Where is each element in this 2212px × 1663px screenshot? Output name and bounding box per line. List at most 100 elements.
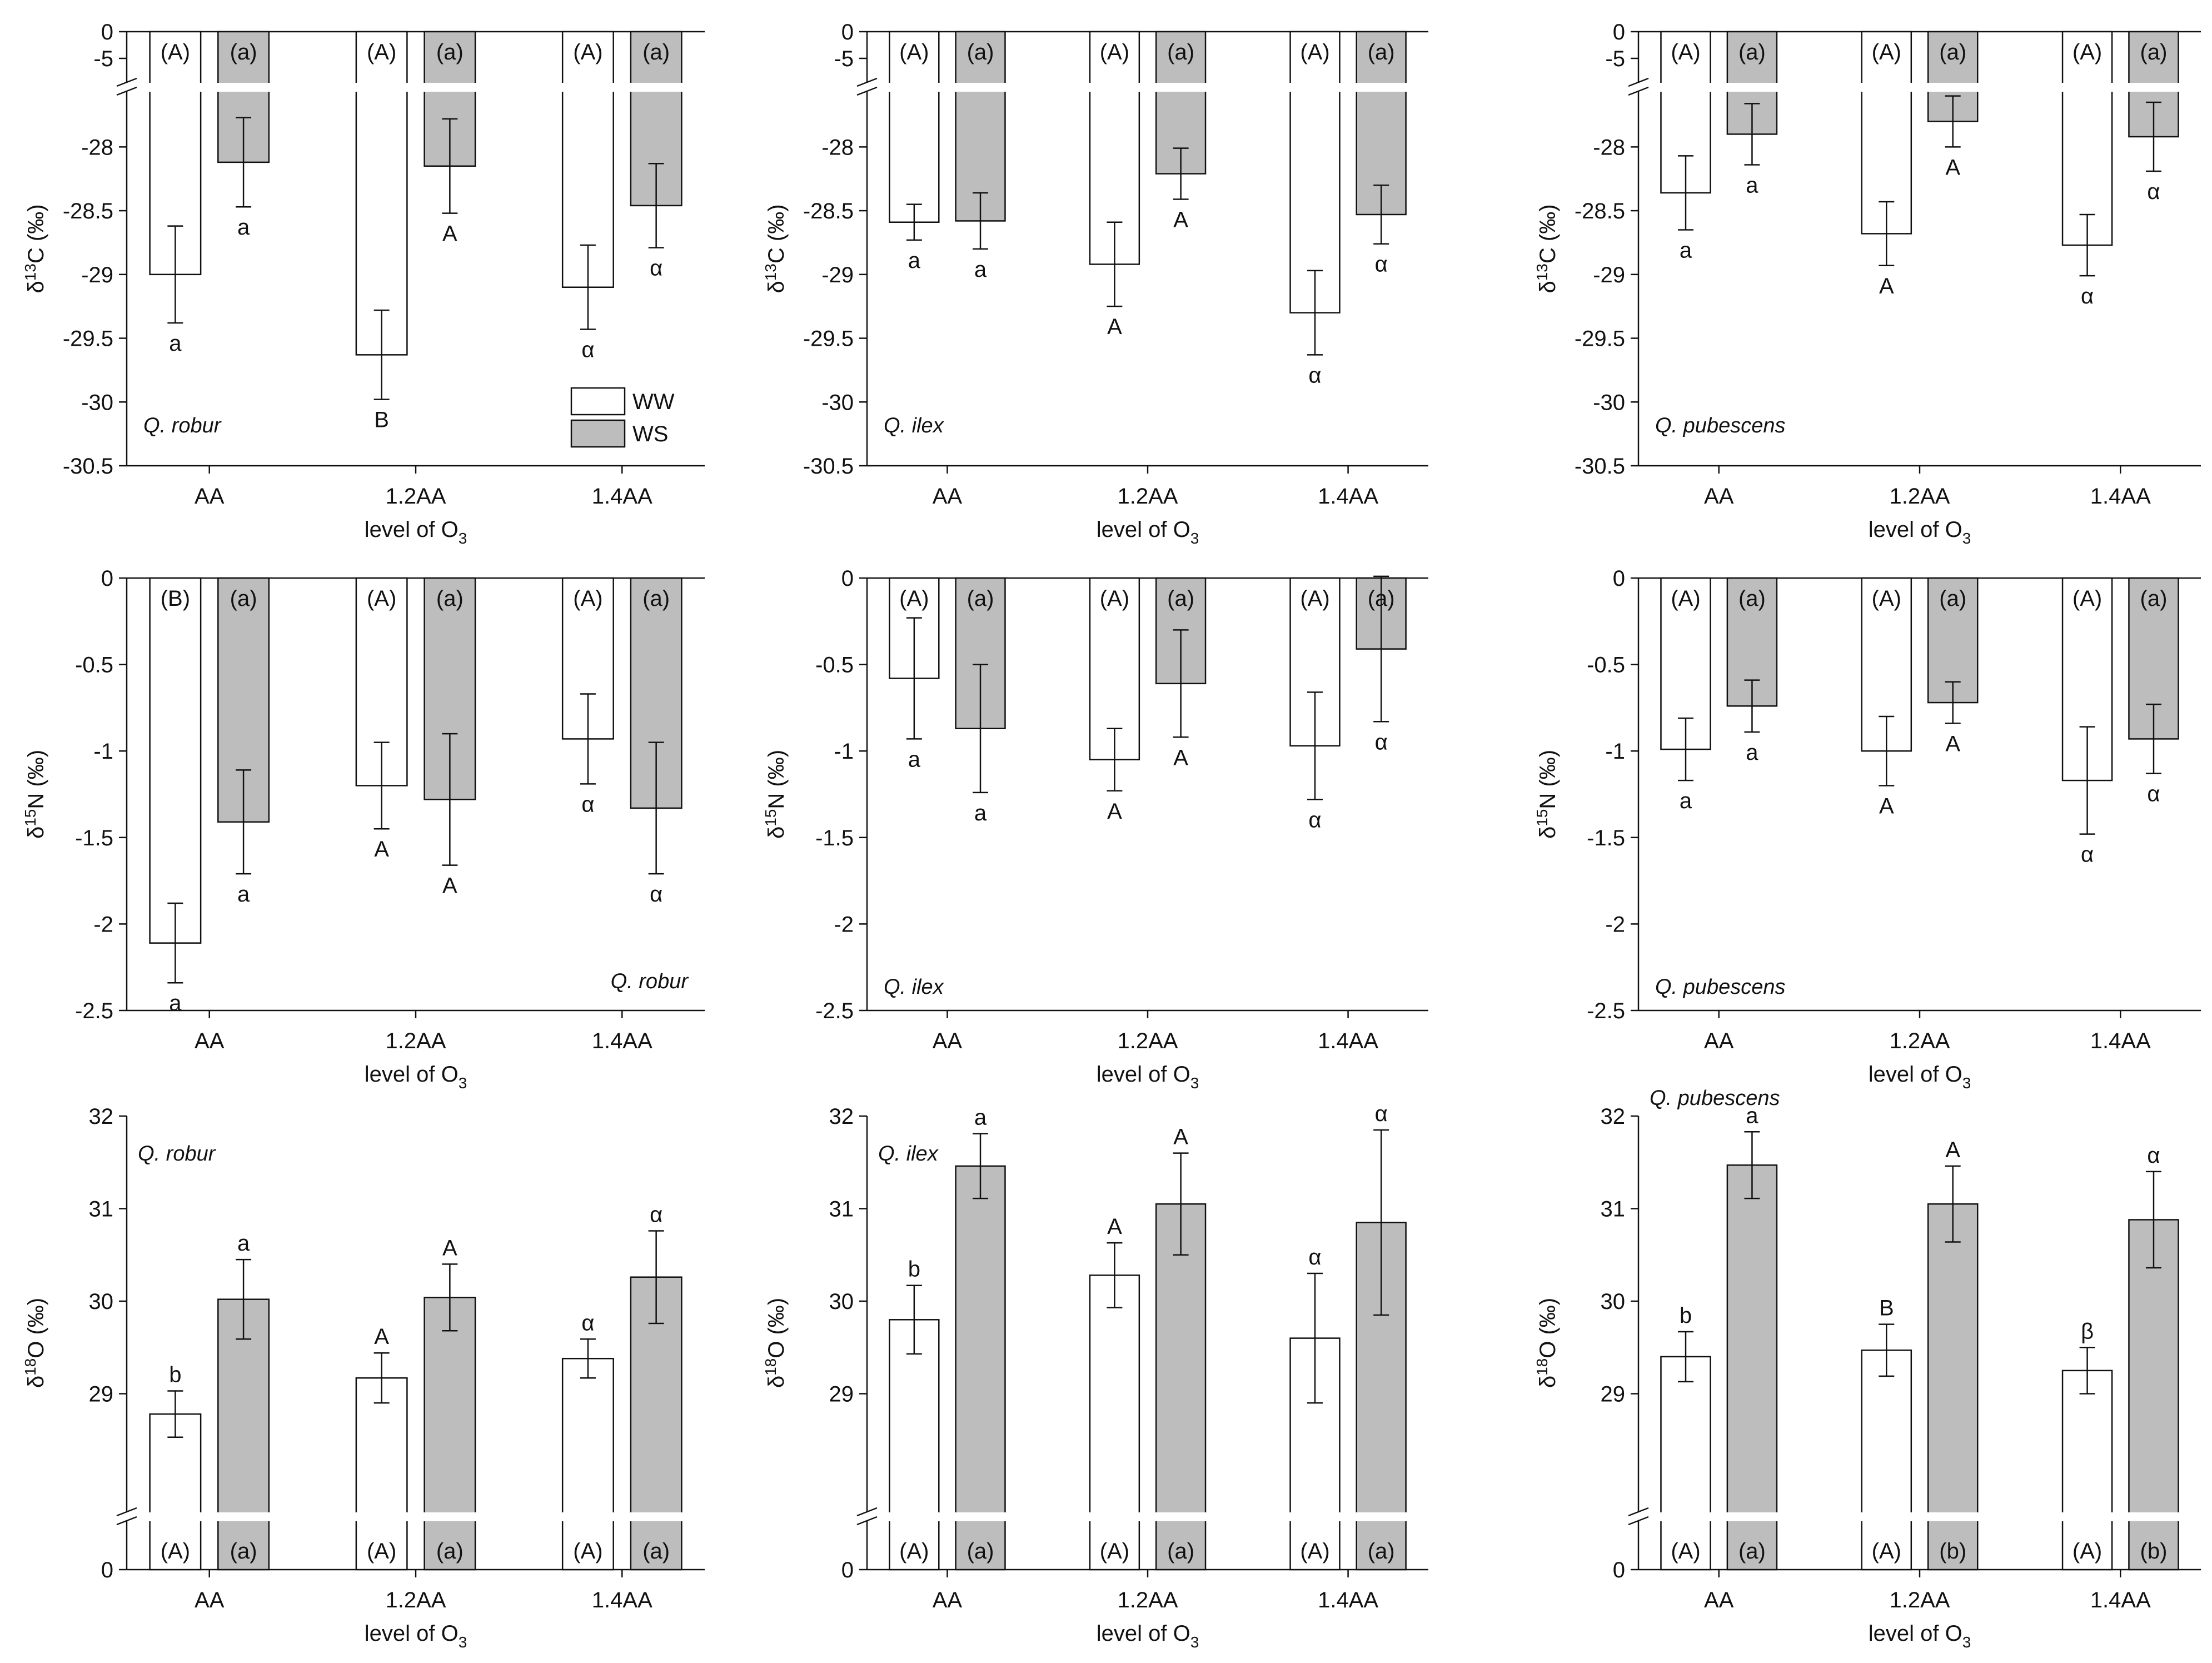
significance-letter: a — [974, 1106, 987, 1130]
significance-letter: A — [1879, 274, 1894, 298]
significance-letter: a — [908, 248, 921, 273]
bar-ww — [561, 1357, 614, 1571]
species-label: Q. ilex — [878, 1142, 939, 1166]
y-tick-label: 0 — [841, 566, 854, 591]
x-tick-label: 1.2AA — [386, 1029, 446, 1053]
significance-letter: A — [1173, 745, 1188, 770]
y-tick-label: -30 — [821, 390, 854, 415]
group-letter: (a) — [436, 586, 464, 611]
x-tick-label: 1.4AA — [2090, 1029, 2151, 1053]
bar-break-gap — [422, 83, 477, 92]
axis-break-mark — [1628, 86, 1649, 96]
significance-letter: a — [1746, 173, 1758, 197]
bar-break-gap — [888, 1512, 941, 1521]
x-tick-label: 1.2AA — [1118, 1588, 1178, 1612]
y-tick-label: 0 — [101, 566, 113, 591]
legend-label: WS — [632, 422, 668, 446]
group-letter: (A) — [899, 586, 929, 611]
y-tick-label: 31 — [829, 1197, 854, 1222]
species-label: Q. pubescens — [1650, 1087, 1780, 1110]
y-tick-label: -5 — [93, 47, 113, 71]
group-letter: (A) — [1872, 1539, 1901, 1564]
y-tick-label: 0 — [841, 1558, 854, 1582]
x-tick-label: 1.4AA — [592, 1588, 652, 1612]
significance-letter: a — [908, 747, 921, 771]
significance-letter: A — [1945, 1138, 1960, 1162]
group-letter: (A) — [1671, 1539, 1700, 1564]
bar-break-gap — [629, 1512, 684, 1521]
significance-letter: A — [1173, 207, 1188, 232]
x-axis-label: level of O3 — [365, 1621, 467, 1651]
y-axis-label: δ18O (‰) — [22, 1298, 48, 1388]
axis-break-mark — [1628, 1516, 1649, 1526]
group-letter: (a) — [1939, 40, 1966, 64]
bar-ws — [2128, 1219, 2179, 1571]
bar-break-gap — [216, 1512, 271, 1521]
y-tick-label: 32 — [1601, 1104, 1626, 1129]
significance-letter: β — [2081, 1319, 2094, 1343]
significance-letter: A — [1945, 731, 1960, 756]
x-tick-label: AA — [1704, 1588, 1734, 1612]
group-letter: (a) — [1738, 1539, 1766, 1564]
significance-letter: α — [650, 256, 662, 281]
significance-letter: α — [2147, 1143, 2160, 1168]
y-tick-label: -30 — [1593, 390, 1625, 415]
bar-ww — [1861, 31, 1912, 235]
significance-letter: a — [974, 257, 987, 282]
y-tick-label: -1.5 — [75, 826, 113, 850]
y-tick-label: -30.5 — [803, 454, 854, 479]
bar-ww — [889, 31, 940, 223]
y-axis-label: δ18O (‰) — [1533, 1298, 1560, 1388]
panel-8: 29 30 31 32 0 δ18O (‰) AA 1.2AA 1.4AA level of O3… — [1533, 1087, 2201, 1651]
group-letter: (a) — [1738, 40, 1766, 64]
y-tick-label: 29 — [829, 1382, 854, 1407]
y-axis-label: δ15N (‰) — [762, 750, 789, 839]
significance-letter: b — [908, 1257, 920, 1282]
group-letter: (a) — [642, 1539, 670, 1564]
legend-label: WW — [632, 390, 675, 414]
significance-letter: α — [581, 792, 594, 816]
y-tick-label: -29.5 — [1575, 327, 1625, 351]
group-letter: (A) — [1100, 1539, 1129, 1564]
x-tick-label: 1.4AA — [592, 1029, 652, 1053]
significance-letter: A — [1107, 1214, 1122, 1239]
y-tick-label: -1 — [1605, 739, 1625, 764]
bar-break-gap — [1088, 83, 1141, 92]
significance-letter: A — [1945, 155, 1960, 180]
x-axis-label: level of O3 — [1097, 517, 1199, 547]
y-tick-label: -30 — [81, 390, 113, 415]
bar-break-gap — [1659, 83, 1712, 92]
bar-break-gap — [148, 1512, 203, 1521]
bar-break-gap — [1725, 83, 1778, 92]
axis-break-gap — [116, 83, 138, 92]
significance-letter: α — [2147, 180, 2160, 204]
y-axis-label: δ15N (‰) — [22, 750, 48, 839]
species-label: Q. ilex — [884, 975, 945, 999]
bar-break-gap — [1725, 1512, 1778, 1521]
x-tick-label: 1.2AA — [386, 1588, 446, 1612]
bar-ws — [1927, 1203, 1979, 1571]
x-axis-label: level of O3 — [365, 517, 467, 547]
y-axis-label: δ15N (‰) — [1533, 750, 1560, 839]
y-tick-label: -2 — [834, 912, 854, 937]
group-letter: (A) — [2072, 40, 2102, 64]
significance-letter: α — [1375, 1102, 1388, 1126]
bar-ww — [1089, 1274, 1140, 1571]
species-label: Q. pubescens — [1655, 975, 1785, 999]
group-letter: (a) — [436, 40, 464, 64]
y-tick-label: 29 — [89, 1382, 114, 1407]
bar-break-gap — [354, 1512, 409, 1521]
y-axis-label: δ13C (‰) — [1533, 204, 1560, 293]
axis-break-mark — [856, 86, 878, 96]
y-axis-label: δ18O (‰) — [762, 1298, 789, 1388]
axis-break-mark — [856, 1507, 878, 1517]
x-tick-label: AA — [933, 1029, 963, 1053]
x-tick-label: 1.2AA — [1890, 1588, 1950, 1612]
y-tick-label: -29.5 — [803, 327, 854, 351]
bar-ww — [2061, 1370, 2113, 1571]
significance-letter: α — [650, 1202, 662, 1227]
x-tick-label: AA — [195, 1588, 225, 1612]
y-tick-label: -28 — [81, 135, 113, 160]
